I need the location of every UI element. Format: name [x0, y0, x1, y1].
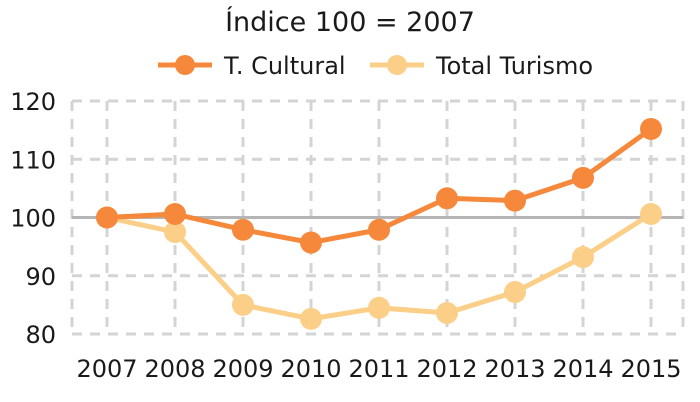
y-axis-ticks: 80 90 100 110 120 [10, 88, 56, 349]
data-point-total-turismo-2008 [164, 221, 186, 244]
legend-marker-total-turismo [387, 55, 407, 75]
data-point-total-turismo-2011 [368, 296, 390, 319]
data-point-t-cultural-2007 [96, 206, 118, 229]
x-tick-label: 2015 [620, 355, 681, 383]
x-tick-label: 2014 [552, 355, 613, 383]
series-t-cultural [96, 117, 662, 254]
legend-marker-t-cultural [175, 55, 195, 75]
data-point-t-cultural-2008 [164, 203, 186, 226]
data-point-total-turismo-2013 [504, 281, 526, 304]
x-tick-label: 2009 [212, 355, 273, 383]
data-point-t-cultural-2011 [368, 218, 390, 241]
legend: T. Cultural Total Turismo [158, 52, 593, 80]
data-point-t-cultural-2015 [640, 117, 662, 140]
x-tick-label: 2013 [484, 355, 545, 383]
x-axis-ticks: 2007 2008 2009 2010 2011 2012 2013 2014 2015 [76, 355, 681, 383]
legend-label-total-turismo: Total Turismo [435, 52, 593, 80]
data-point-total-turismo-2012 [436, 302, 458, 325]
chart-title: Índice 100 = 2007 [225, 6, 475, 38]
data-point-t-cultural-2013 [504, 189, 526, 212]
data-point-t-cultural-2009 [232, 218, 254, 241]
data-point-t-cultural-2014 [572, 166, 594, 189]
data-point-t-cultural-2012 [436, 187, 458, 210]
y-tick-label: 100 [10, 205, 56, 233]
data-point-t-cultural-2010 [300, 231, 322, 254]
legend-label-t-cultural: T. Cultural [223, 52, 346, 80]
x-tick-label: 2007 [76, 355, 137, 383]
series-group [96, 117, 662, 330]
x-tick-label: 2011 [348, 355, 409, 383]
y-tick-label: 90 [25, 263, 56, 291]
y-tick-label: 80 [25, 321, 56, 349]
y-tick-label: 120 [10, 88, 56, 116]
data-point-total-turismo-2014 [572, 246, 594, 269]
data-point-total-turismo-2010 [300, 307, 322, 330]
x-tick-label: 2010 [280, 355, 341, 383]
data-point-total-turismo-2015 [640, 203, 662, 226]
x-tick-label: 2012 [416, 355, 477, 383]
data-point-total-turismo-2009 [232, 293, 254, 316]
y-tick-label: 110 [10, 146, 56, 174]
x-tick-label: 2008 [144, 355, 205, 383]
